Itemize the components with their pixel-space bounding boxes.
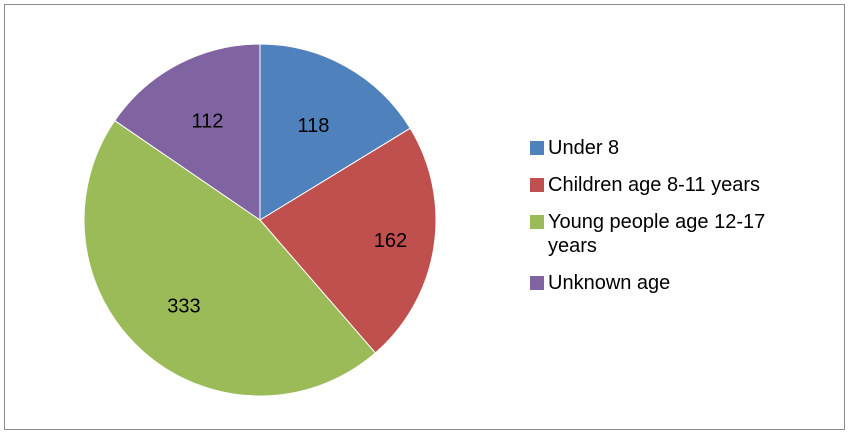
legend-swatch-under-8	[530, 141, 544, 155]
legend-item-young-people-12-17: Young people age 12-17 years	[530, 210, 830, 258]
slice-children-8-11	[259, 127, 437, 354]
legend-label-unknown-age: Unknown age	[548, 272, 671, 294]
data-label-under-8: 118	[297, 115, 329, 137]
data-label-unknown-age: 112	[192, 110, 224, 132]
slice-unknown-age	[114, 43, 261, 221]
legend-item-under-8: Under 8	[530, 136, 830, 160]
legend-item-unknown-age: Unknown age	[530, 271, 830, 295]
legend-swatch-children-8-11	[530, 178, 544, 192]
legend-label-under-8: Under 8	[548, 137, 620, 159]
data-label-young-people-12-17: 333	[167, 295, 200, 317]
legend-label-children-8-11: Children age 8-11 years	[548, 174, 760, 196]
legend-swatch-young-people-12-17	[530, 215, 544, 229]
legend: Under 8 Children age 8-11 years Young pe…	[530, 136, 830, 308]
pie-data-labels: 118 162 333 112	[167, 110, 407, 317]
legend-swatch-unknown-age	[530, 276, 544, 290]
legend-item-children-8-11: Children age 8-11 years	[530, 173, 830, 197]
pie-slices	[83, 43, 437, 397]
slice-young-people-12-17	[83, 119, 377, 397]
legend-label-young-people-12-17: Young people age 12-17 years	[548, 211, 766, 257]
slice-under-8	[259, 43, 411, 221]
data-label-children-8-11: 162	[374, 230, 407, 252]
